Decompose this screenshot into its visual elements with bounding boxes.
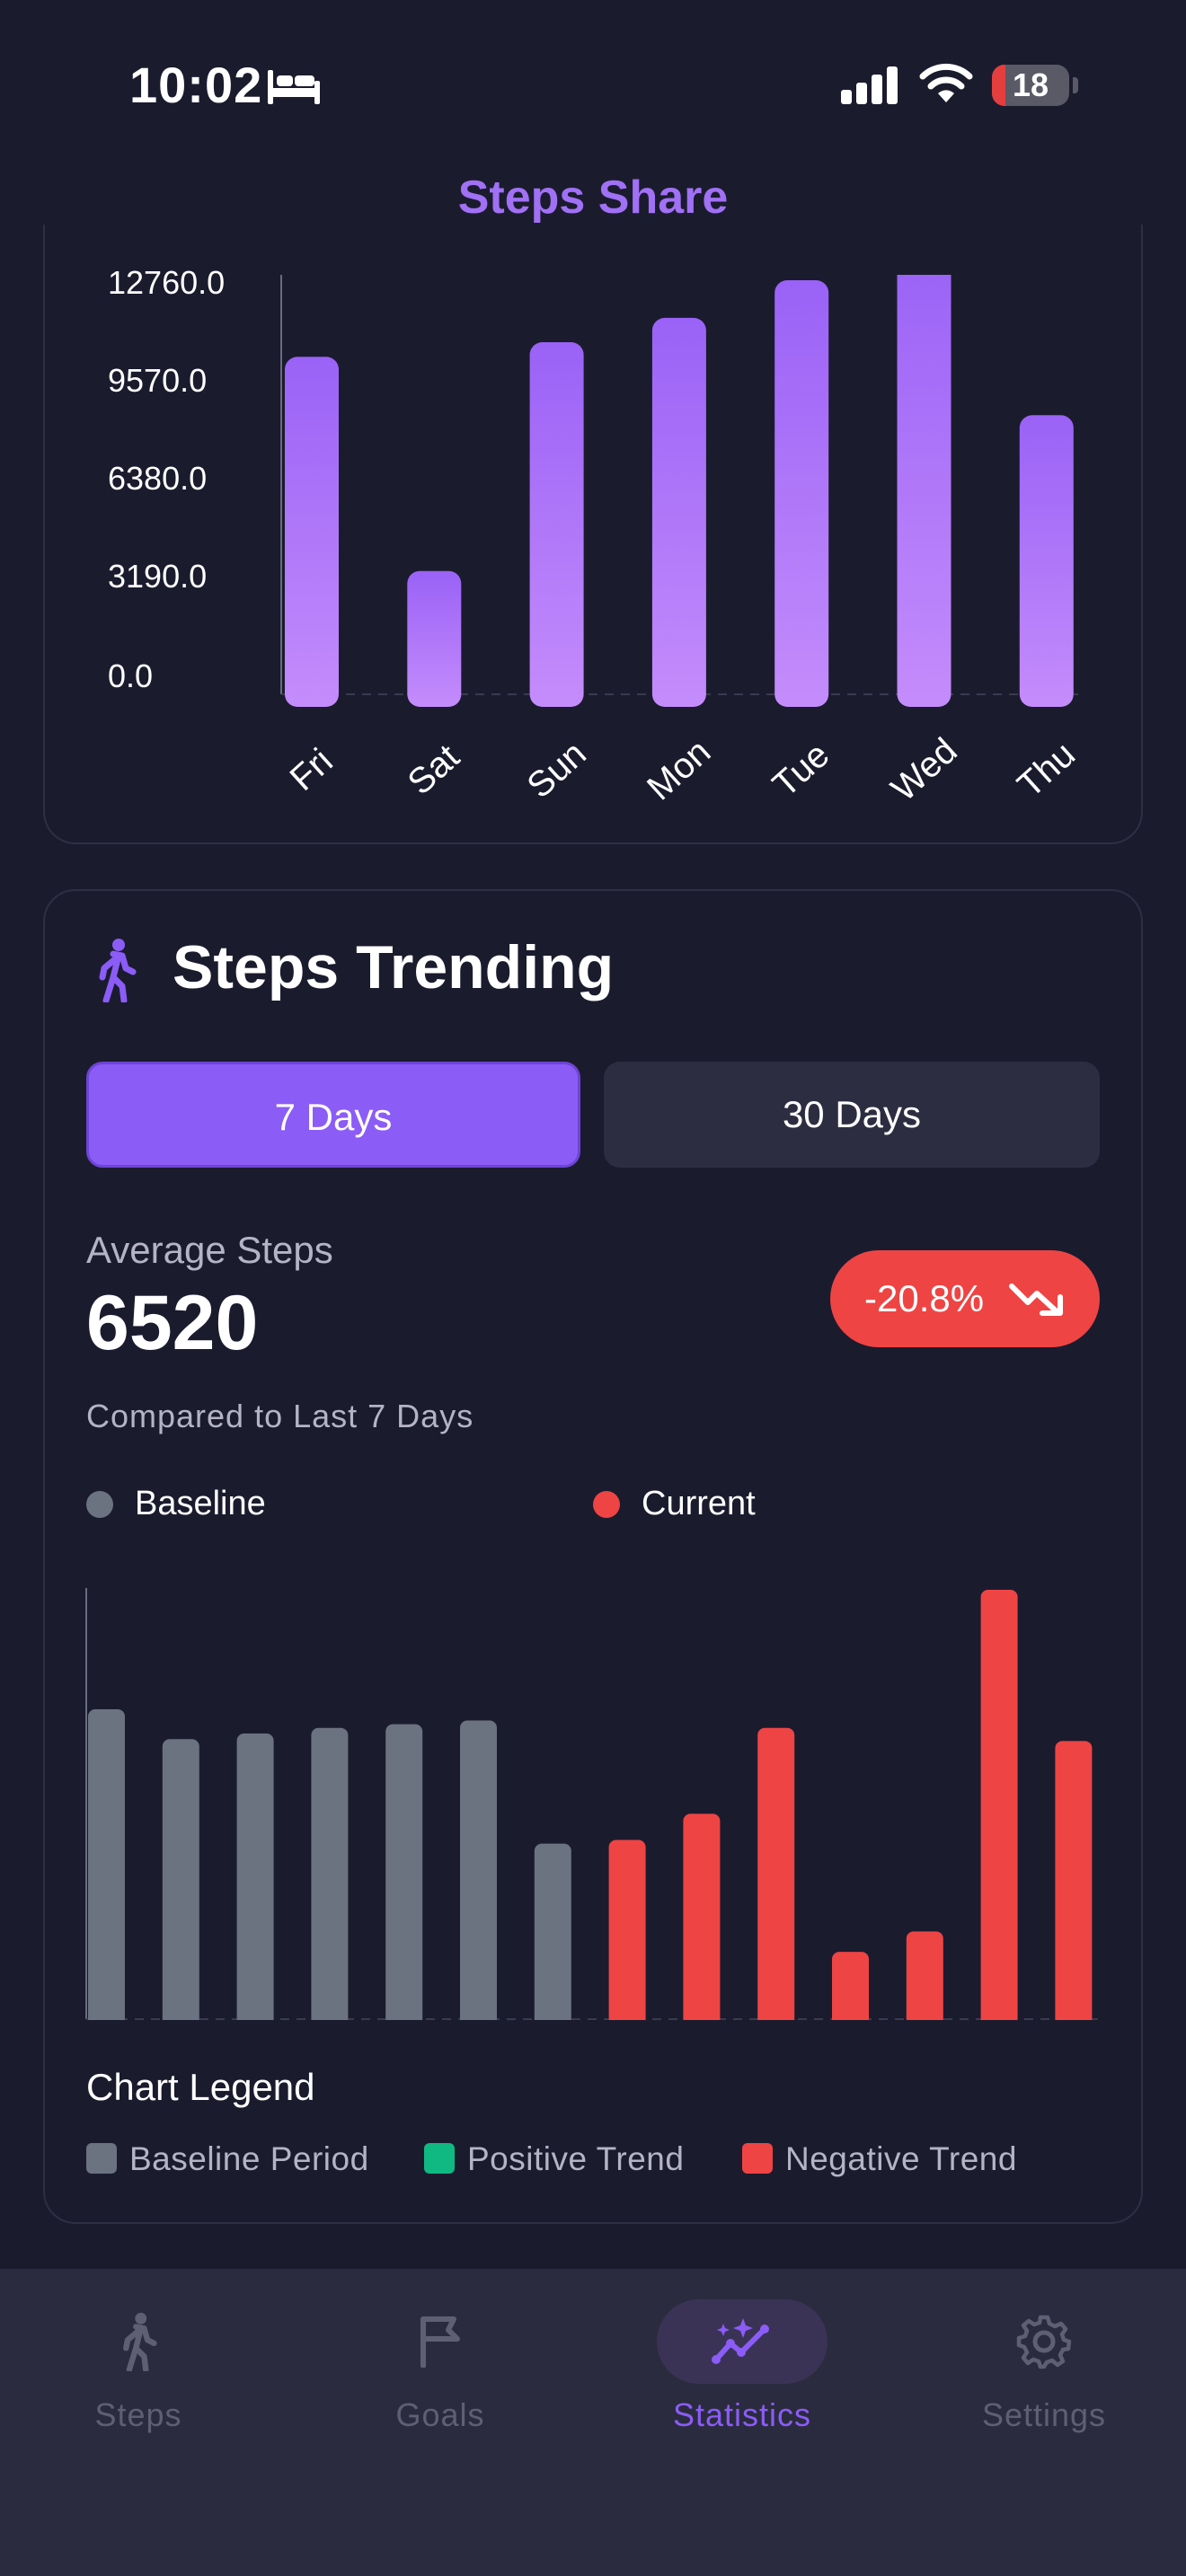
share-y-tick: 12760.0 xyxy=(108,264,226,301)
share-bar-wed xyxy=(897,275,951,707)
tab-goals-label: Goals xyxy=(395,2396,485,2433)
legend-dot-baseline xyxy=(86,1491,113,1518)
share-y-tick: 9570.0 xyxy=(108,362,208,399)
trend-bar-base-mask xyxy=(87,2020,1102,2030)
trend-bar-baseline xyxy=(311,1727,349,2028)
tab-steps-label: Steps xyxy=(94,2396,182,2433)
battery-percent: 18 xyxy=(1012,66,1049,103)
chart-legend-title: Chart Legend xyxy=(86,2066,315,2108)
trend-bar-baseline xyxy=(88,1709,125,2028)
share-bar-tue xyxy=(774,280,829,707)
average-steps-value: 6520 xyxy=(86,1280,259,1366)
share-bar-thu xyxy=(1019,415,1074,707)
flag-icon xyxy=(420,2316,460,2368)
status-bar: 10:02 18 xyxy=(0,0,1186,171)
tab-steps[interactable]: Steps xyxy=(31,2299,246,2443)
section-title: Steps Trending xyxy=(173,933,615,1001)
tab-statistics-label: Statistics xyxy=(672,2396,812,2433)
tab-30-days[interactable]: 30 Days xyxy=(604,1062,1100,1168)
walk-icon xyxy=(99,939,137,1002)
bed-icon xyxy=(268,70,320,104)
steps-share-card xyxy=(43,225,1143,844)
tab-settings[interactable]: Settings xyxy=(936,2299,1152,2443)
trend-bar-current xyxy=(1055,1741,1093,2028)
trend-bar-current xyxy=(608,1839,646,2028)
trend-bar-baseline xyxy=(460,1720,497,2028)
share-bar-sat xyxy=(407,570,462,707)
wifi-icon xyxy=(919,63,973,102)
trend-bar-baseline xyxy=(534,1843,571,2028)
tab-goals-icon-wrap xyxy=(355,2299,526,2384)
tab-goals[interactable]: Goals xyxy=(332,2299,548,2443)
change-percent: -20.8% xyxy=(864,1277,985,1319)
cellular-signal-icon xyxy=(841,66,898,104)
trend-sparkle-icon xyxy=(712,2318,769,2364)
trend-bar-current xyxy=(683,1813,721,2028)
tab-7-days[interactable]: 7 Days xyxy=(86,1062,580,1168)
trend-bar-current xyxy=(832,1952,869,2028)
share-bar-mon xyxy=(651,317,706,707)
chart-legend-label-negative: Negative Trend xyxy=(785,2140,1017,2177)
battery-indicator: 18 xyxy=(992,65,1069,106)
status-time: 10:02 xyxy=(129,57,263,113)
bottom-tab-bar xyxy=(0,2269,1186,2576)
swatch-negative xyxy=(742,2143,773,2174)
trend-bar-current xyxy=(757,1727,795,2028)
trend-bar-baseline xyxy=(385,1724,423,2028)
walk-icon xyxy=(123,2312,157,2371)
swatch-baseline xyxy=(86,2143,117,2174)
chart-legend-label-baseline: Baseline Period xyxy=(129,2140,369,2177)
legend-label-baseline: Baseline xyxy=(135,1485,266,1522)
share-y-tick: 6380.0 xyxy=(108,460,208,497)
change-badge: -20.8% xyxy=(830,1250,1100,1347)
share-y-tick: 3190.0 xyxy=(108,558,208,595)
trend-bar-current xyxy=(906,1931,943,2028)
trending-down-icon xyxy=(1009,1284,1063,1316)
steps-share-chart xyxy=(280,275,1078,707)
battery-cap xyxy=(1073,77,1078,93)
average-steps-label: Average Steps xyxy=(86,1229,333,1271)
legend-dot-current xyxy=(593,1491,620,1518)
legend-label-current: Current xyxy=(642,1485,756,1522)
trend-bar-baseline xyxy=(236,1734,274,2028)
swatch-positive xyxy=(424,2143,455,2174)
tab-settings-icon-wrap xyxy=(959,2299,1129,2384)
share-bar-fri xyxy=(285,357,339,707)
tab-statistics-icon-wrap xyxy=(657,2299,828,2384)
steps-trending-chart xyxy=(85,1588,1102,2030)
comparison-text: Compared to Last 7 Days xyxy=(86,1398,474,1434)
trend-bar-current xyxy=(980,1590,1018,2028)
tab-steps-icon-wrap xyxy=(53,2299,224,2384)
tab-settings-label: Settings xyxy=(981,2396,1107,2433)
page-title: Steps Share xyxy=(457,172,729,224)
share-y-tick: 0.0 xyxy=(108,657,154,694)
battery-fill xyxy=(992,65,1006,106)
trend-bar-baseline xyxy=(162,1739,199,2028)
tab-statistics[interactable]: Statistics xyxy=(634,2299,850,2443)
chart-legend-label-positive: Positive Trend xyxy=(467,2140,685,2177)
share-bar-sun xyxy=(529,342,584,707)
gear-icon xyxy=(1016,2315,1072,2369)
